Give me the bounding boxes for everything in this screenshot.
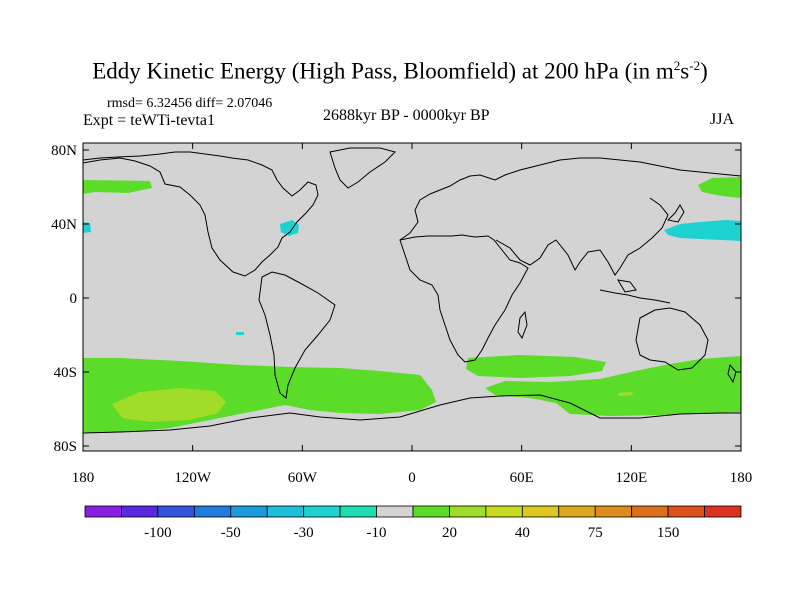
colorbar-swatch bbox=[121, 505, 159, 518]
lon-tick-label: 180 bbox=[72, 470, 95, 486]
south-pacific-yellowgreen bbox=[112, 388, 226, 422]
colorbar-swatch bbox=[631, 505, 669, 518]
coastlines bbox=[83, 147, 741, 434]
colorbar-label: -100 bbox=[144, 525, 172, 541]
colorbar-label: -50 bbox=[221, 525, 241, 541]
stats-label: rmsd= 6.32456 diff= 2.07046 bbox=[107, 96, 273, 111]
latitude-axis: 80N 40N 0 40S 80S bbox=[51, 143, 741, 455]
australia-south-green bbox=[485, 356, 741, 416]
colorbar-swatch bbox=[449, 505, 487, 518]
west-edge-cyan bbox=[83, 222, 91, 233]
north-atlantic-cyan bbox=[280, 220, 299, 236]
lon-tick-label: 60W bbox=[288, 470, 318, 486]
colorbar-label: 75 bbox=[588, 525, 603, 541]
lon-tick-label: 0 bbox=[408, 470, 416, 486]
lat-tick-label: 80N bbox=[51, 143, 77, 159]
lon-tick-label: 60E bbox=[510, 470, 534, 486]
northwest-pacific-cyan bbox=[664, 220, 741, 241]
lat-tick-label: 40N bbox=[51, 217, 77, 233]
colorbar-swatch bbox=[266, 505, 305, 518]
east-asia-green bbox=[698, 177, 741, 198]
indian-ocean-green bbox=[466, 355, 606, 378]
colorbar-swatch bbox=[193, 505, 232, 518]
colorbar-swatch bbox=[485, 505, 523, 518]
colorbar-swatch bbox=[667, 505, 705, 518]
colorbar: -100 -50 -30 -10 20 40 75 150 bbox=[84, 505, 742, 541]
lat-tick-label: 80S bbox=[54, 439, 77, 455]
colorbar-label: 40 bbox=[515, 525, 530, 541]
colorbar-swatch bbox=[84, 505, 122, 518]
lon-tick-label: 180 bbox=[730, 470, 753, 486]
colorbar-label: 150 bbox=[657, 525, 680, 541]
plot-title: Eddy Kinetic Energy (High Pass, Bloomfie… bbox=[92, 58, 708, 84]
colorbar-swatch bbox=[230, 505, 268, 518]
lon-tick-label: 120E bbox=[615, 470, 647, 486]
season-label: JJA bbox=[710, 111, 735, 128]
longitude-axis: 180 120W 60W 0 60E 120E 180 bbox=[72, 143, 753, 486]
colorbar-swatch bbox=[704, 505, 742, 518]
colorbar-swatch bbox=[558, 505, 596, 518]
colorbar-swatch bbox=[157, 505, 195, 518]
colorbar-swatch bbox=[594, 505, 633, 518]
colorbar-swatch bbox=[376, 505, 414, 518]
colorbar-swatch bbox=[521, 505, 560, 518]
north-pacific-green bbox=[83, 180, 152, 194]
lat-tick-label: 40S bbox=[54, 365, 77, 381]
lat-tick-label: 0 bbox=[70, 291, 78, 307]
lon-tick-label: 120W bbox=[174, 470, 212, 486]
colorbar-swatch bbox=[412, 505, 450, 518]
colorbar-swatch bbox=[303, 505, 341, 518]
experiment-label: Expt = teWTi-tevta1 bbox=[83, 112, 215, 129]
small-yellowgreen-patch bbox=[618, 392, 633, 396]
colorbar-swatch bbox=[339, 505, 377, 518]
anomaly-field bbox=[83, 147, 741, 434]
colorbar-label: -30 bbox=[294, 525, 314, 541]
colorbar-label: -10 bbox=[367, 525, 387, 541]
small-cyan-patch bbox=[236, 332, 244, 335]
colorbar-label: 20 bbox=[442, 525, 457, 541]
period-label: 2688kyr BP - 0000kyr BP bbox=[323, 107, 490, 124]
